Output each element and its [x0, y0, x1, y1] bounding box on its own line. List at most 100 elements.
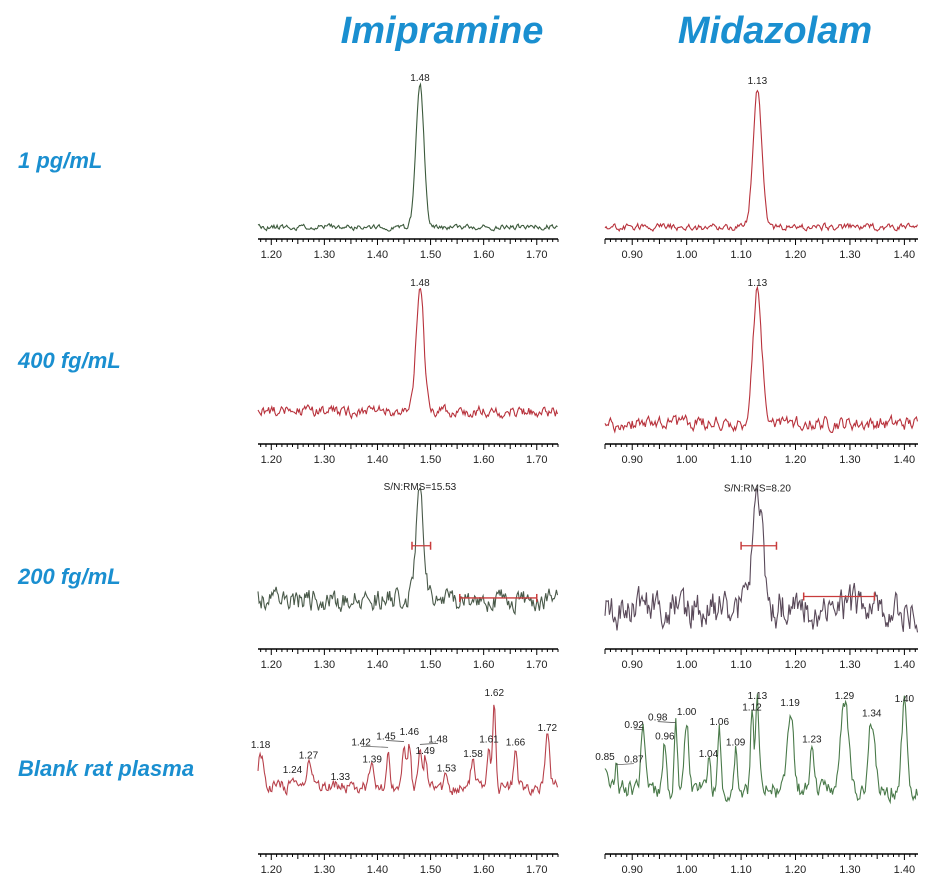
signal-width-bar	[740, 541, 778, 550]
x-tick-label: 1.40	[367, 659, 388, 671]
x-tick-label: 1.20	[261, 659, 282, 671]
x-tick-label: 0.90	[622, 454, 643, 466]
chromatogram-panel: 1.20 1.30 1.40 1.50 1.60 1.70 S/N:RMS=15.53	[257, 482, 559, 671]
peak-label-leader	[657, 721, 676, 723]
x-tick-label: 1.10	[730, 249, 751, 261]
x-tick-label: 0.90	[622, 659, 643, 671]
chromatogram-panel: 0.90 1.00 1.10 1.20 1.30 1.40 1.13 1.29 1.40 1.19…	[595, 691, 919, 876]
peak-label: 1.48	[410, 73, 430, 84]
peak-label: 1.09	[726, 737, 746, 748]
row-label-1pg: 1 pg/mL	[18, 148, 103, 173]
peak-label: 1.66	[506, 737, 526, 748]
chromatogram-panel: 0.90 1.00 1.10 1.20 1.30 1.40 1.13	[604, 278, 919, 466]
peak-label: 1.00	[677, 707, 697, 718]
peak-label-leader	[615, 763, 634, 766]
peak-label: 1.49	[416, 746, 436, 757]
peak-label: 1.24	[283, 765, 303, 776]
signal-width-bar	[411, 541, 432, 550]
x-tick-label: 1.30	[314, 249, 335, 261]
x-tick-label: 1.30	[314, 454, 335, 466]
chromatogram-panel: 0.90 1.00 1.10 1.20 1.30 1.40 1.13	[604, 76, 918, 261]
peak-label-leader	[361, 745, 389, 748]
column-title-midazolam: Midazolam	[677, 10, 873, 52]
x-tick-label: 1.40	[894, 864, 915, 876]
peak-label: 1.53	[437, 763, 457, 774]
peak-label: 1.33	[331, 772, 351, 783]
x-tick-label: 1.30	[839, 454, 860, 466]
peak-label: 1.62	[485, 688, 505, 699]
x-tick-label: 1.60	[473, 659, 494, 671]
x-tick-label: 1.60	[473, 864, 494, 876]
sn-annotation: S/N:RMS=8.20	[724, 483, 791, 494]
peak-label: 1.18	[251, 740, 271, 751]
peak-label: 1.42	[351, 737, 371, 748]
x-tick-label: 1.10	[730, 864, 751, 876]
x-tick-label: 1.20	[785, 659, 806, 671]
peak-label: 1.61	[479, 734, 499, 745]
x-tick-label: 1.40	[894, 659, 915, 671]
x-tick-label: 1.50	[420, 249, 441, 261]
peak-label: 1.23	[802, 734, 822, 745]
row-label-200fg: 200 fg/mL	[18, 564, 121, 589]
x-tick-label: 1.50	[420, 454, 441, 466]
trace-line	[257, 82, 558, 232]
peak-label: 1.48	[410, 278, 430, 289]
x-tick-label: 1.10	[730, 454, 751, 466]
x-tick-label: 1.20	[261, 249, 282, 261]
peak-label: 1.12	[742, 703, 762, 714]
x-tick-label: 0.90	[622, 249, 643, 261]
x-tick-label: 1.70	[526, 454, 547, 466]
x-tick-label: 1.70	[526, 659, 547, 671]
trace-line	[257, 287, 559, 420]
x-tick-label: 1.20	[785, 249, 806, 261]
x-tick-label: 1.40	[367, 249, 388, 261]
peak-label: 1.34	[862, 708, 882, 719]
peak-label: 1.39	[362, 755, 382, 766]
peak-label: 1.72	[538, 723, 558, 734]
x-tick-label: 1.30	[314, 864, 335, 876]
x-tick-label: 1.40	[894, 249, 915, 261]
x-tick-label: 0.90	[622, 864, 643, 876]
x-tick-label: 1.40	[367, 454, 388, 466]
x-tick-label: 1.50	[420, 864, 441, 876]
chromatogram-panel: 0.90 1.00 1.10 1.20 1.30 1.40 S/N:RMS=8.20	[604, 483, 919, 671]
peak-label: 1.13	[748, 691, 768, 702]
peak-label: 1.48	[428, 734, 448, 745]
x-tick-label: 1.70	[526, 864, 547, 876]
x-tick-label: 1.00	[676, 249, 697, 261]
x-tick-label: 1.70	[526, 249, 547, 261]
peak-label: 0.87	[624, 755, 644, 766]
trace-line	[604, 694, 919, 805]
peak-label: 1.29	[835, 691, 855, 702]
noise-range-bar	[459, 593, 538, 602]
x-tick-label: 1.20	[785, 864, 806, 876]
peak-label: 1.13	[748, 76, 768, 87]
peak-label: 0.85	[595, 752, 615, 763]
x-tick-label: 1.60	[473, 249, 494, 261]
peak-label-leader	[634, 728, 644, 731]
row-label-400fg: 400 fg/mL	[18, 348, 121, 373]
x-tick-label: 1.30	[314, 659, 335, 671]
x-tick-label: 1.20	[261, 864, 282, 876]
noise-range-bar	[802, 592, 876, 601]
x-tick-label: 1.60	[473, 454, 494, 466]
x-tick-label: 1.20	[261, 454, 282, 466]
column-title-imipramine: Imipramine	[340, 10, 544, 52]
x-tick-label: 1.40	[894, 454, 915, 466]
peak-label-leader	[385, 740, 405, 742]
x-tick-label: 1.20	[785, 454, 806, 466]
x-tick-label: 1.00	[676, 864, 697, 876]
row-label-blank: Blank rat plasma	[18, 756, 195, 781]
trace-line	[257, 704, 559, 797]
trace-line	[257, 486, 559, 616]
peak-label-leader	[419, 743, 438, 745]
peak-label: 1.04	[699, 749, 719, 760]
x-tick-label: 1.50	[420, 659, 441, 671]
x-tick-label: 1.00	[676, 659, 697, 671]
x-tick-label: 1.30	[839, 659, 860, 671]
peak-label: 0.98	[648, 713, 668, 724]
peak-label: 1.19	[780, 698, 800, 709]
peak-label: 1.27	[299, 750, 319, 761]
peak-label: 1.13	[748, 278, 768, 289]
